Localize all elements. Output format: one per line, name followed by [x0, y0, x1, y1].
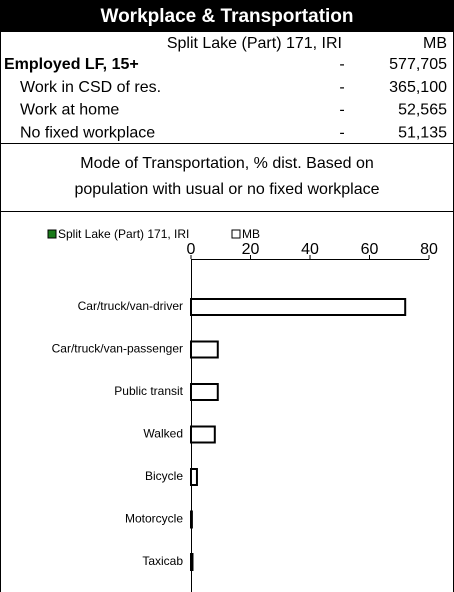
- bar: [190, 383, 219, 401]
- column-header: MB: [423, 35, 447, 52]
- y-tick-label: Car/truck/van-driver: [78, 299, 183, 313]
- note: population with usual or no fixed workpl…: [74, 181, 379, 198]
- cell: 365,100: [389, 79, 447, 96]
- x-tick-label: 40: [301, 241, 319, 258]
- y-tick-label: Bicycle: [145, 469, 183, 483]
- column-header: Split Lake (Part) 171, IRI: [167, 35, 342, 52]
- row-label: Work in CSD of res.: [20, 79, 161, 96]
- x-tick-label: 60: [361, 241, 379, 258]
- bar: [190, 510, 193, 529]
- legend-label: MB: [242, 227, 260, 241]
- row-label: Employed LF, 15+: [4, 56, 139, 73]
- x-tick-label: 80: [420, 241, 438, 258]
- bar: [190, 340, 219, 359]
- cell: 52,565: [398, 102, 447, 119]
- x-tick-label: 0: [187, 241, 196, 258]
- row-label: Work at home: [20, 102, 119, 119]
- y-tick-label: Motorcycle: [125, 512, 183, 526]
- cell: -: [339, 124, 344, 141]
- title: Workplace & Transportation: [100, 6, 353, 27]
- cell: 51,135: [398, 124, 447, 141]
- cell: -: [339, 102, 344, 119]
- row-label: No fixed workplace: [20, 124, 155, 141]
- note: Mode of Transportation, % dist. Based on: [80, 155, 374, 172]
- bar: [190, 553, 194, 571]
- bar: [190, 425, 216, 444]
- legend-swatch: [47, 229, 57, 239]
- y-tick-label: Taxicab: [142, 554, 183, 568]
- y-tick-label: Car/truck/van-passenger: [52, 342, 183, 356]
- bar: [190, 298, 407, 316]
- bar: [190, 468, 198, 486]
- cell: 577,705: [389, 56, 447, 73]
- legend-label: Split Lake (Part) 171, IRI: [58, 227, 189, 241]
- legend-swatch: [231, 229, 241, 239]
- title-bar: [0, 0, 454, 32]
- y-tick-label: Public transit: [114, 384, 183, 398]
- x-tick-label: 20: [242, 241, 260, 258]
- y-tick-label: Walked: [143, 427, 183, 441]
- cell: -: [339, 56, 344, 73]
- cell: -: [339, 79, 344, 96]
